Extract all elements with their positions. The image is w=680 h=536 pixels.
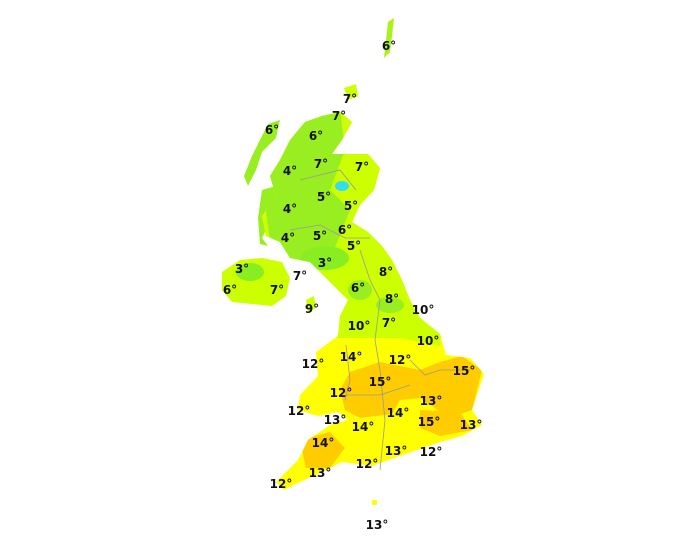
channel-islands — [372, 500, 377, 505]
temperature-label-kintyre: 4° — [281, 231, 295, 245]
temperature-label-hampshire: 13° — [385, 444, 408, 458]
outer-hebrides — [244, 120, 280, 186]
temperature-label-devon: 13° — [309, 466, 332, 480]
temperature-label-channel-islands: 13° — [366, 518, 389, 532]
temperature-label-bristol: 14° — [352, 420, 375, 434]
temperature-label-orkney: 7° — [343, 92, 357, 106]
temperature-label-pennines: 7° — [382, 316, 396, 330]
temperature-label-exmoor: 14° — [312, 436, 335, 450]
temperature-label-lancashire: 10° — [348, 319, 371, 333]
shetland — [384, 18, 394, 58]
temperature-label-skye: 4° — [283, 164, 297, 178]
temperature-label-northumberland: 8° — [379, 265, 393, 279]
temperature-label-angus: 5° — [344, 199, 358, 213]
temperature-label-cornwall: 12° — [270, 477, 293, 491]
temperature-label-east-midlands: 12° — [389, 353, 412, 367]
temperature-label-southern-uplands: 3° — [318, 256, 332, 270]
temperature-label-south-wales: 13° — [324, 413, 347, 427]
temperature-label-cumbria: 6° — [351, 281, 365, 295]
temperature-label-inverness: 7° — [314, 157, 328, 171]
temperature-label-isle-of-man: 9° — [305, 302, 319, 316]
isle-of-man — [306, 296, 316, 312]
temperature-label-dorset: 12° — [356, 457, 379, 471]
temperature-labels: 6° 7° 7° 6° 6° 7° 7° 4° 5° 5° 4° 6° 5° 5° 4° 3° 3° 7° 8° 6°… — [223, 39, 483, 532]
temperature-label-northern-ireland-west: 3° — [235, 262, 249, 276]
temperature-label-lincolnshire: 10° — [417, 334, 440, 348]
temperature-label-thames-valley: 14° — [387, 406, 410, 420]
temperature-label-west-midlands: 15° — [369, 375, 392, 389]
temperature-label-mid-wales: 12° — [330, 386, 353, 400]
temperature-label-anglesey: 12° — [302, 357, 325, 371]
region-boundaries — [289, 169, 470, 471]
temperature-label-belfast: 7° — [270, 283, 284, 297]
temperature-label-stirling: 5° — [313, 229, 327, 243]
temperature-label-sussex: 12° — [420, 445, 443, 459]
temperature-label-aberdeen: 7° — [355, 160, 369, 174]
northern-ireland-cold-patch — [236, 263, 264, 281]
temperature-label-sutherland: 6° — [309, 129, 323, 143]
temperature-label-shetland: 6° — [382, 39, 396, 53]
temperature-label-kent: 13° — [460, 418, 483, 432]
temperature-label-essex: 13° — [420, 394, 443, 408]
temperature-label-yorkshire-coast: 10° — [412, 303, 435, 317]
temperature-label-borders: 5° — [347, 239, 361, 253]
temperature-label-fermanagh: 6° — [223, 283, 237, 297]
temperature-label-norfolk: 15° — [453, 364, 476, 378]
temperature-label-london: 15° — [418, 415, 441, 429]
temperature-label-north-wales: 14° — [340, 350, 363, 364]
temperature-label-durham: 8° — [385, 292, 399, 306]
temperature-label-pembroke: 12° — [288, 404, 311, 418]
temperature-label-lewis: 6° — [265, 123, 279, 137]
temperature-label-fife: 6° — [338, 223, 352, 237]
temperature-label-cairngorms: 5° — [317, 190, 331, 204]
orkney — [344, 84, 358, 100]
temperature-label-ayrshire: 7° — [293, 269, 307, 283]
temperature-label-caithness: 7° — [332, 109, 346, 123]
temperature-label-mull: 4° — [283, 202, 297, 216]
